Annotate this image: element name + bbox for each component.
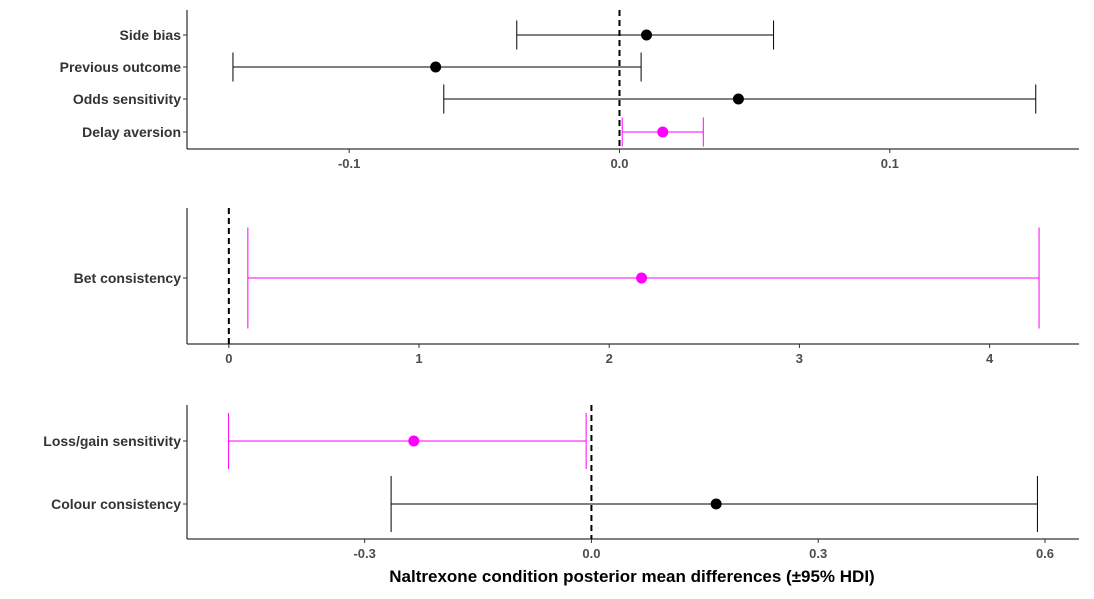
previous-outcome-mean-point (430, 61, 442, 73)
colour-consistency-row-label: Colour consistency (51, 496, 181, 512)
delay-aversion-mean-point (657, 126, 669, 138)
panel-3-x-tick-label: -0.3 (353, 546, 375, 561)
side-bias-row-label: Side bias (120, 27, 182, 43)
panel-1-x-tick-label: -0.1 (338, 156, 360, 171)
bet-consistency-mean-point (636, 272, 648, 284)
panel-3-x-tick-label: 0.0 (582, 546, 600, 561)
odds-sensitivity-mean-point (732, 93, 744, 105)
colour-consistency-mean-point (710, 498, 722, 510)
panel-2-x-tick-label: 2 (606, 351, 613, 366)
previous-outcome-row-label: Previous outcome (60, 59, 182, 75)
side-bias-mean-point (641, 29, 653, 41)
panel-1-x-tick-label: 0.1 (881, 156, 899, 171)
delay-aversion-row-label: Delay aversion (82, 124, 181, 140)
panel-1-x-tick-label: 0.0 (610, 156, 628, 171)
bet-consistency-row-label: Bet consistency (74, 270, 182, 286)
loss-gain-sensitivity-row-label: Loss/gain sensitivity (43, 433, 181, 449)
panel-2-x-tick-label: 3 (796, 351, 803, 366)
panel-3-x-tick-label: 0.6 (1036, 546, 1054, 561)
panel-2-x-tick-label: 4 (986, 351, 994, 366)
loss-gain-sensitivity-mean-point (408, 435, 420, 447)
panel-2-x-tick-label: 1 (415, 351, 422, 366)
odds-sensitivity-row-label: Odds sensitivity (73, 91, 181, 107)
panel-2-x-tick-label: 0 (225, 351, 232, 366)
x-axis-title: Naltrexone condition posterior mean diff… (389, 567, 874, 586)
panel-3-x-tick-label: 0.3 (809, 546, 827, 561)
